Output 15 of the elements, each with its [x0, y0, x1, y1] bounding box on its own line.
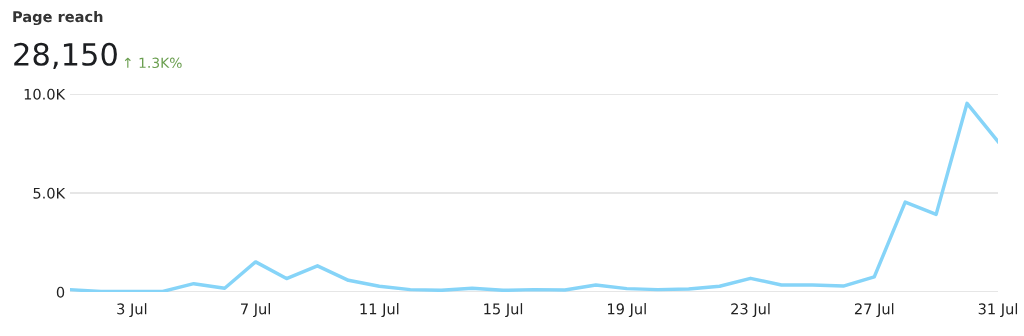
- x-tick-label: 3 Jul: [117, 303, 147, 318]
- text: 28,150: [14, 42, 117, 69]
- text: ↑ 1.3K%: [124, 57, 182, 69]
- y-tick-label: 0: [56, 286, 65, 298]
- chart-title: Page reach: [13, 10, 103, 26]
- x-tick-label: 19 Jul: [608, 303, 646, 318]
- line-series: [70, 101, 998, 292]
- x-tick-label: 11 Jul: [360, 303, 399, 318]
- x-tick-label: 7 Jul: [241, 303, 270, 318]
- x-tick-label: 15 Jul: [484, 303, 523, 318]
- x-tick-label: 27 Jul: [854, 303, 894, 318]
- y-tick-label: 10.0K: [24, 88, 66, 100]
- x-tick-label: 31 Jul: [978, 303, 1018, 318]
- y-tick-label: 5.0K: [33, 187, 66, 199]
- x-tick-label: 23 Jul: [731, 303, 770, 318]
